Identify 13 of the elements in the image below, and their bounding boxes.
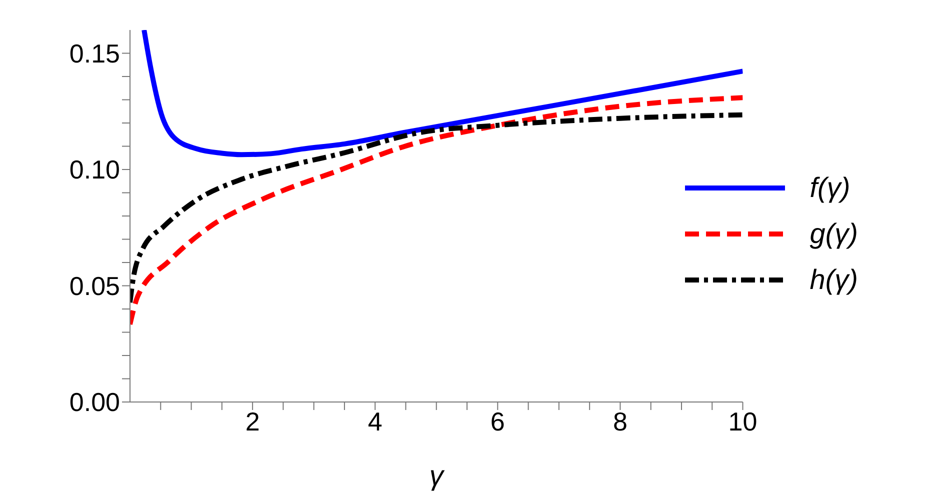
legend-label: g(γ) — [810, 218, 858, 250]
x-tick-label: 6 — [490, 406, 505, 436]
y-tick-label: 0.00 — [69, 387, 120, 418]
legend-label: f(γ) — [810, 172, 850, 204]
x-axis-title: γ — [429, 460, 446, 491]
x-tick-label: 10 — [728, 406, 758, 436]
x-tick-label: 4 — [368, 406, 382, 436]
y-tick-label: 0.05 — [69, 270, 120, 301]
legend-label: h(γ) — [810, 264, 858, 296]
x-tick-label: 8 — [612, 406, 628, 436]
x-tick-label: 2 — [245, 406, 260, 436]
y-tick-label: 0.15 — [69, 38, 120, 68]
y-tick-label: 0.10 — [69, 154, 120, 185]
